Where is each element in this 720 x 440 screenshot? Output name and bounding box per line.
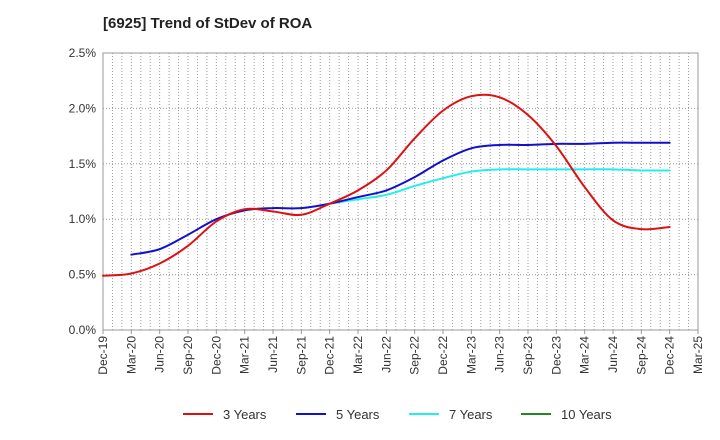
x-tick-label: Sep-20 [181, 336, 195, 375]
x-tick-label: Dec-24 [663, 336, 677, 375]
x-tick-label: Sep-22 [408, 336, 422, 375]
legend-item-10-years: 10 Years [521, 407, 612, 422]
x-tick-label: Dec-23 [549, 336, 563, 375]
legend-item-5-years: 5 Years [296, 407, 380, 422]
x-tick-label: Sep-23 [521, 336, 535, 375]
x-tick-label: Jun-24 [606, 336, 620, 373]
legend-item-7-years: 7 Years [409, 407, 493, 422]
x-tick-label: Mar-25 [691, 336, 705, 374]
chart-title: [6925] Trend of StDev of ROA [103, 15, 313, 32]
x-tick-label: Dec-21 [323, 336, 337, 375]
x-tick-label: Dec-22 [436, 336, 450, 375]
legend-label: 5 Years [336, 407, 380, 422]
x-tick-label: Mar-24 [578, 336, 592, 374]
y-tick-label: 0.0% [69, 323, 97, 337]
x-tick-label: Jun-23 [493, 336, 507, 373]
series-line-7-years [328, 168, 671, 205]
legend-item-3-years: 3 Years [183, 407, 267, 422]
series-line-3-years [102, 93, 671, 277]
x-tick-label: Sep-21 [294, 336, 308, 375]
y-tick-label: 2.5% [69, 46, 97, 60]
axis-layer: 0.0% 0.5% 1.0% 1.5% 2.0% 2.5% Dec-19 Mar-20 Jun-… [69, 46, 705, 375]
y-tick-label: 2.0% [69, 101, 97, 115]
x-tick-label: Jun-20 [153, 336, 167, 373]
x-tick-label: Sep-24 [634, 336, 648, 375]
x-tick-label: Dec-19 [96, 336, 110, 375]
legend-label: 3 Years [223, 407, 267, 422]
plot-frame [102, 52, 699, 331]
x-tick-label: Jun-22 [379, 336, 393, 373]
x-tick-label: Mar-20 [124, 336, 138, 374]
x-tick-label: Mar-21 [238, 336, 252, 374]
legend-label: 7 Years [449, 407, 493, 422]
x-tick-label: Dec-20 [209, 336, 223, 375]
y-tick-label: 0.5% [69, 268, 97, 282]
x-tick-label: Mar-22 [351, 336, 365, 374]
legend-label: 10 Years [561, 407, 612, 422]
x-tick-label: Jun-21 [266, 336, 280, 373]
x-tick-label: Mar-23 [464, 336, 478, 374]
y-tick-label: 1.0% [69, 212, 97, 226]
series-line-5-years [130, 141, 671, 256]
legend: 3 Years 5 Years 7 Years 10 Years [183, 407, 612, 422]
y-tick-label: 1.5% [69, 157, 97, 171]
series-layer [102, 93, 671, 277]
